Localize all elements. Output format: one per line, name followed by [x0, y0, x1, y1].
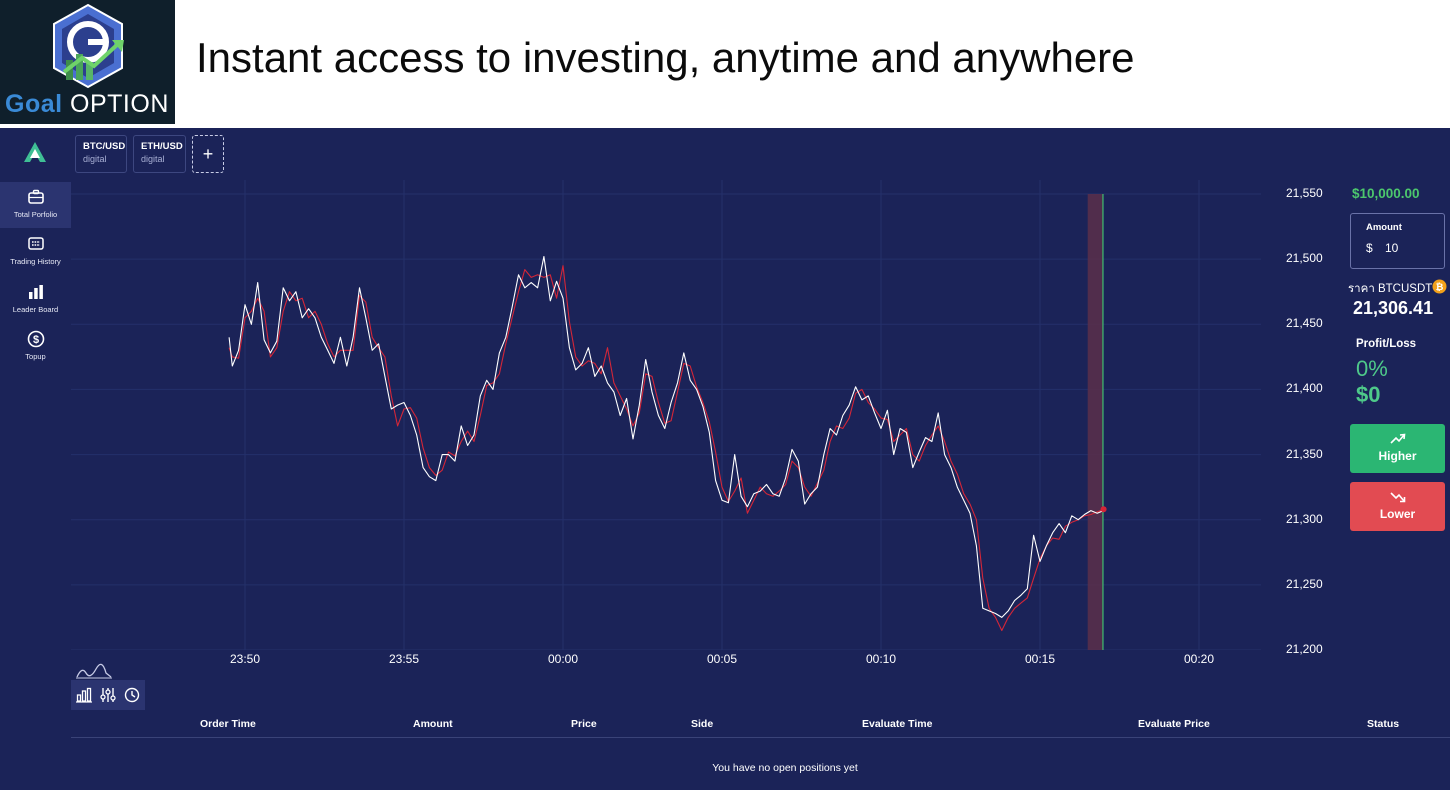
- expiry-marker-band: [1087, 194, 1103, 650]
- tab-type: digital: [83, 154, 107, 164]
- higher-button[interactable]: Higher: [1350, 424, 1445, 473]
- x-tick-label: 00:20: [1184, 652, 1215, 666]
- tab-eth-usd[interactable]: ETH/USD digital: [133, 135, 186, 173]
- column-header-evaluate-price: Evaluate Price: [1138, 718, 1210, 730]
- candles-icon[interactable]: [76, 687, 92, 703]
- svg-text:₿: ₿: [1436, 282, 1444, 293]
- current-price: 21,306.41: [1353, 298, 1434, 318]
- price-chart[interactable]: [71, 180, 1281, 650]
- x-tick-label: 00:05: [707, 652, 738, 666]
- tab-symbol: BTC/USD: [83, 141, 126, 152]
- y-tick-label: 21,450: [1286, 316, 1323, 331]
- sidebar-item-label: Total Porfolio: [13, 210, 58, 219]
- history-list-icon: [27, 237, 44, 250]
- chart-toolbar: [71, 680, 145, 710]
- account-balance: $10,000.00: [1352, 186, 1420, 201]
- sidebar-item-topup[interactable]: $ Topup: [0, 324, 71, 370]
- dollar-circle-icon: $: [27, 330, 44, 348]
- chart-type-wave-icon[interactable]: [76, 663, 112, 679]
- trend-up-icon: [1389, 433, 1405, 444]
- amount-value[interactable]: 10: [1385, 241, 1399, 255]
- y-tick-label: 21,250: [1286, 576, 1323, 591]
- column-header-status: Status: [1367, 718, 1400, 730]
- app-logo-icon[interactable]: [23, 141, 47, 165]
- y-tick-label: 21,550: [1286, 186, 1323, 200]
- sidebar-item-label: Topup: [25, 352, 46, 361]
- y-tick-label: 21,200: [1286, 642, 1323, 656]
- sidebar-item-label: Trading History: [10, 257, 61, 266]
- x-tick-label: 00:10: [866, 652, 897, 666]
- trading-app: Total Porfolio Trading History Leader Bo…: [0, 128, 1450, 790]
- amount-label: Amount: [1366, 222, 1402, 233]
- banner-headline: Instant access to investing, anytime and…: [196, 34, 1135, 81]
- column-header-price: Price: [571, 718, 597, 730]
- x-tick-label: 00:00: [548, 652, 579, 666]
- indicators-icon[interactable]: [100, 687, 116, 703]
- y-tick-label: 21,500: [1286, 251, 1323, 266]
- y-tick-label: 21,300: [1286, 511, 1323, 526]
- goaloption-wordmark: Goal OPTION: [5, 90, 169, 118]
- empty-positions-message: You have no open positions yet: [712, 762, 858, 774]
- promo-banner: Goal OPTION Instant access to investing,…: [0, 0, 1450, 128]
- trend-down-icon: [1389, 492, 1405, 503]
- bar-chart-icon: [28, 285, 43, 299]
- profit-loss-percent: 0%: [1356, 356, 1388, 381]
- amount-input[interactable]: Amount $ 10: [1350, 213, 1445, 269]
- goaloption-logo-mark: [53, 3, 124, 89]
- profit-loss-amount: $0: [1356, 382, 1381, 407]
- y-tick-label: 21,350: [1286, 446, 1323, 461]
- bitcoin-icon: ₿: [1432, 279, 1447, 294]
- price-label: ราคา BTCUSDT: [1348, 283, 1433, 295]
- lower-button[interactable]: Lower: [1350, 482, 1445, 531]
- x-tick-label: 23:55: [389, 652, 420, 666]
- series-line-white: [228, 255, 1104, 618]
- column-header-order-time: Order Time: [200, 718, 256, 730]
- column-header-evaluate-time: Evaluate Time: [862, 718, 933, 730]
- lower-label: Lower: [1379, 507, 1416, 521]
- briefcase-icon: [27, 189, 44, 204]
- column-header-amount: Amount: [413, 718, 453, 730]
- x-tick-label: 00:15: [1025, 652, 1056, 666]
- higher-label: Higher: [1378, 449, 1417, 463]
- column-header-side: Side: [691, 718, 714, 730]
- sidebar-item-label: Leader Board: [12, 305, 59, 314]
- sidebar-item-trading-history[interactable]: Trading History: [0, 229, 71, 275]
- y-tick-label: 21,400: [1286, 381, 1323, 396]
- tab-symbol: ETH/USD: [141, 141, 183, 152]
- current-price-dot: [1100, 506, 1107, 513]
- x-tick-label: 23:50: [230, 652, 261, 666]
- sidebar-item-total-portfolio[interactable]: Total Porfolio: [0, 182, 71, 228]
- profit-loss-label: Profit/Loss: [1356, 338, 1417, 350]
- clock-icon[interactable]: [124, 687, 140, 703]
- tab-btc-usd[interactable]: BTC/USD digital: [75, 135, 127, 173]
- tab-type: digital: [141, 154, 165, 164]
- sidebar-item-leader-board[interactable]: Leader Board: [0, 277, 71, 323]
- svg-text:$: $: [32, 334, 38, 346]
- table-divider: [71, 737, 1450, 738]
- amount-currency: $: [1366, 241, 1373, 255]
- goaloption-logo: Goal OPTION: [0, 0, 175, 124]
- sidebar: Total Porfolio Trading History Leader Bo…: [0, 128, 71, 790]
- add-tab-button[interactable]: +: [192, 135, 224, 173]
- series-line-red: [228, 265, 1104, 632]
